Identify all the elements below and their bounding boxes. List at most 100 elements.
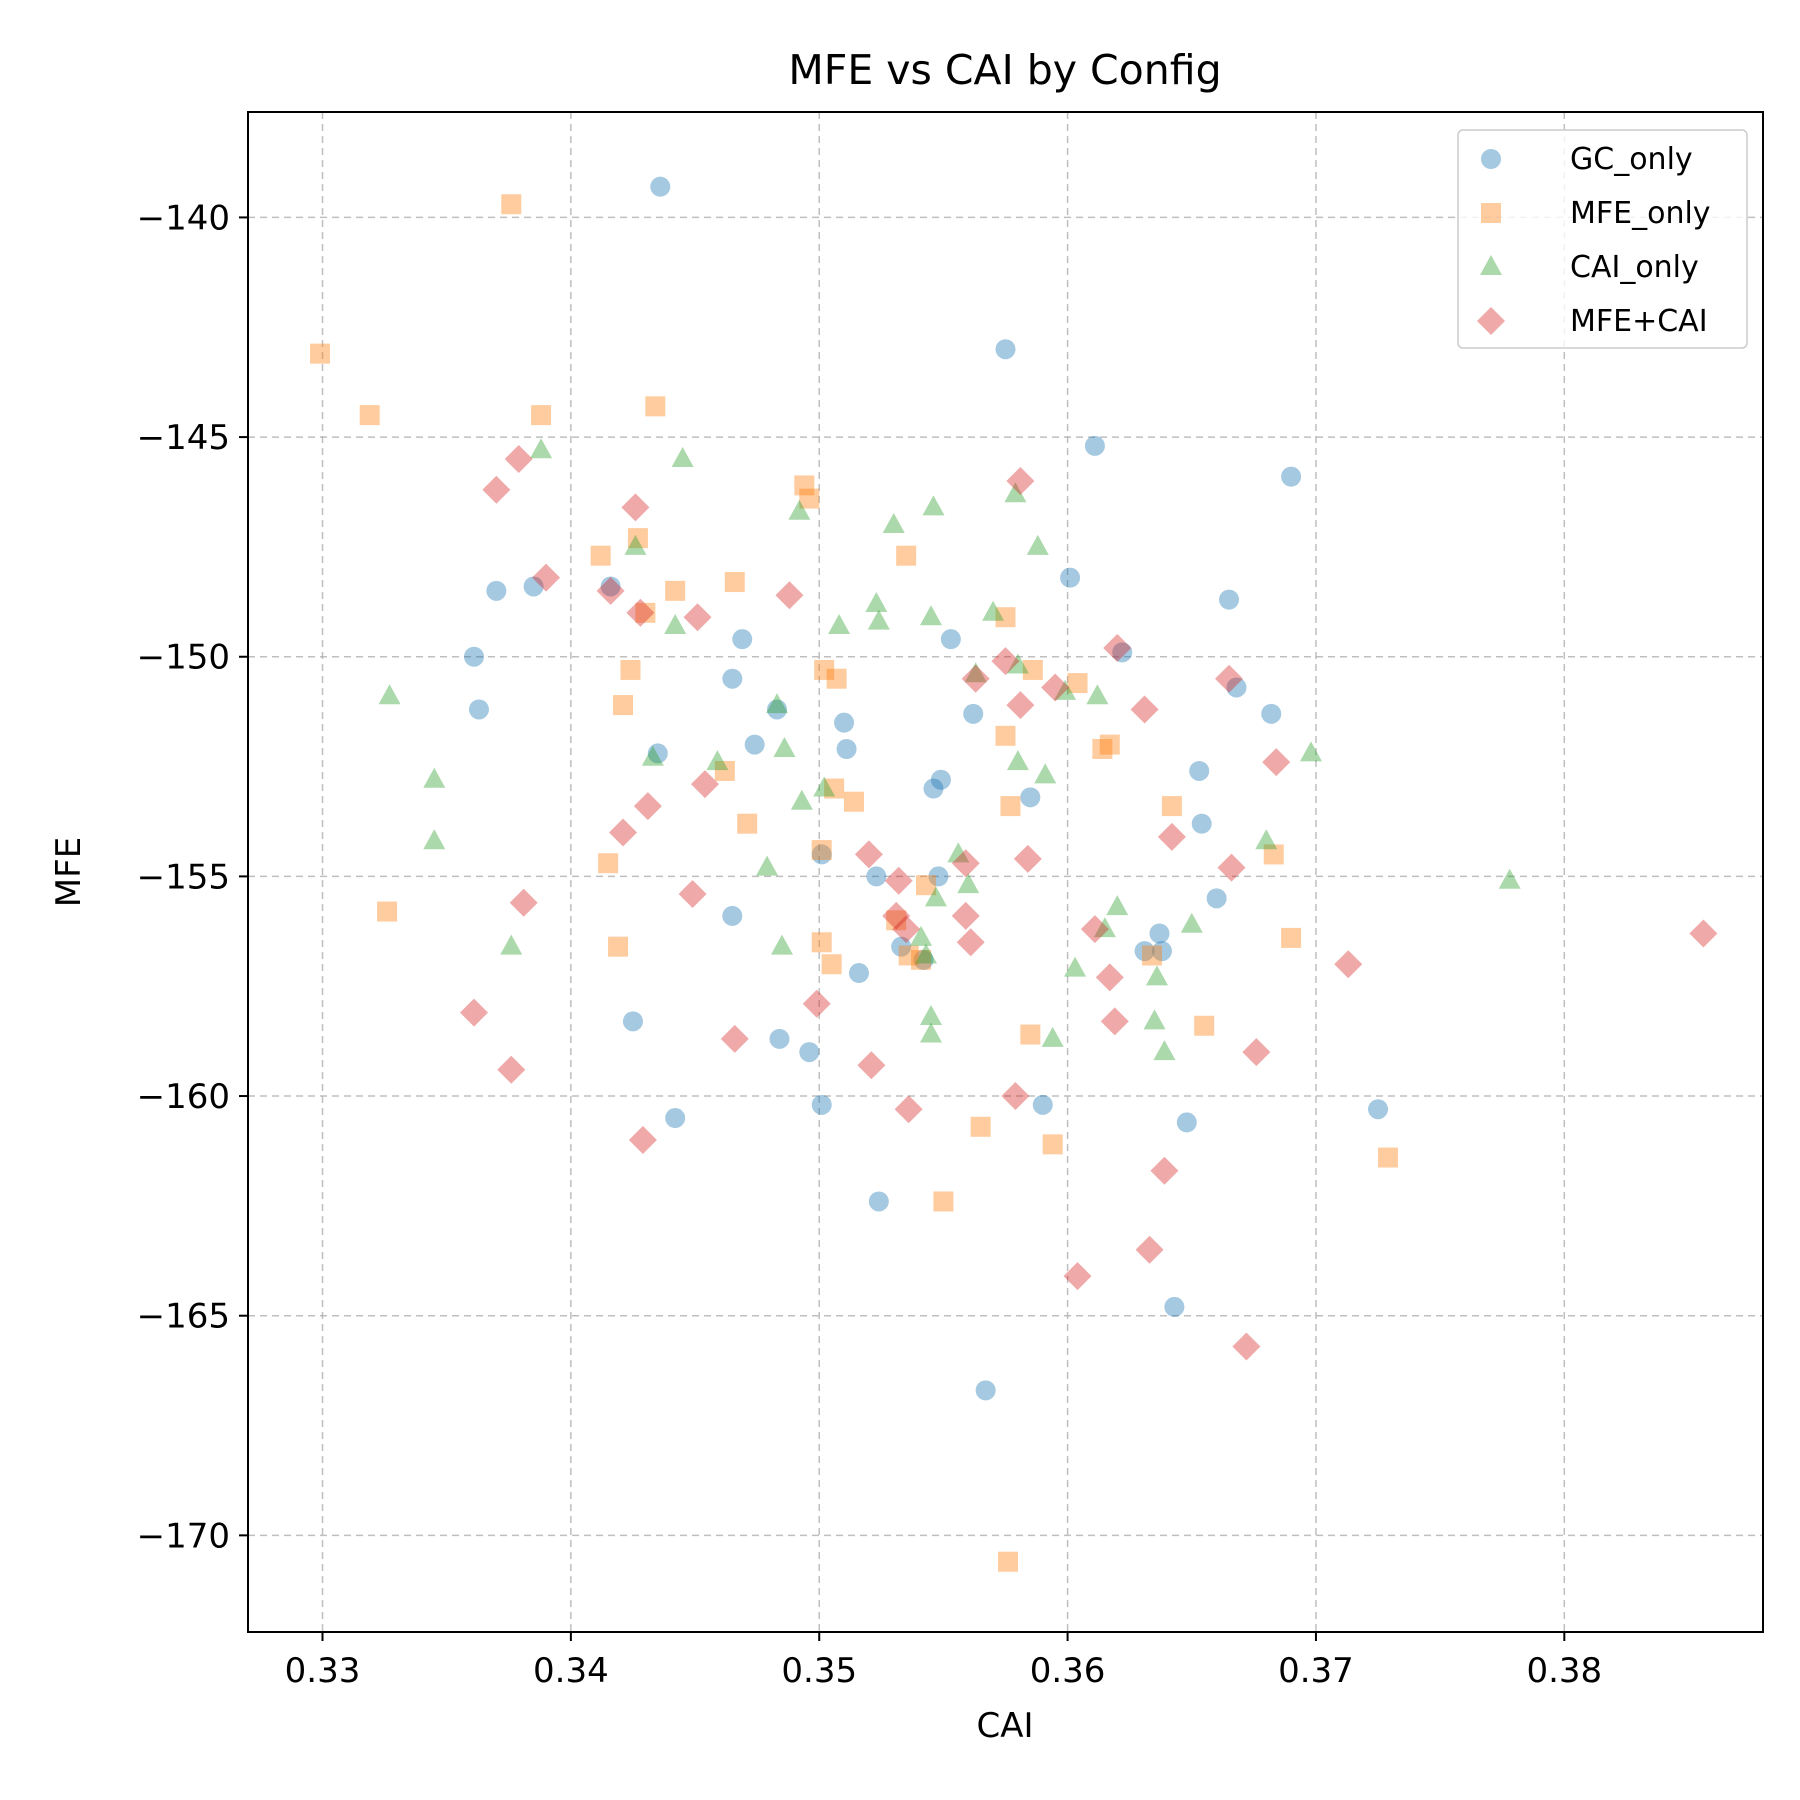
data-point [882, 512, 905, 533]
data-point [1368, 1099, 1389, 1120]
data-point [744, 734, 765, 755]
data-point [500, 934, 523, 955]
data-point [626, 598, 655, 627]
data-point [911, 949, 932, 970]
data-point [633, 792, 662, 821]
data-point [627, 528, 648, 549]
data-point [991, 647, 1020, 676]
data-point [913, 949, 934, 970]
y-tick-label: −150 [137, 638, 230, 678]
data-point [799, 1042, 820, 1063]
data-point [766, 693, 789, 714]
data-point [678, 879, 707, 908]
data-point [1149, 923, 1170, 944]
data-point [1164, 1296, 1185, 1317]
data-point [1215, 664, 1244, 693]
y-axis-label: MFE [49, 837, 89, 907]
data-point [1064, 956, 1087, 977]
series-mfe-only [310, 194, 1398, 1572]
data-point [767, 699, 788, 720]
data-point [720, 1024, 749, 1053]
data-point [919, 1022, 942, 1043]
plot-frame [247, 111, 1764, 1633]
data-point [1095, 963, 1124, 992]
data-point [635, 602, 656, 623]
data-point [892, 915, 921, 944]
data-point [482, 475, 511, 504]
data-point [811, 844, 832, 865]
data-point [310, 343, 331, 364]
data-point [1194, 1015, 1215, 1036]
data-point [1084, 435, 1105, 456]
data-point [683, 603, 712, 632]
data-point [947, 842, 970, 863]
chart-title: MFE vs CAI by Config [788, 46, 1221, 94]
legend-label: CAI_only [1570, 250, 1699, 285]
data-point [997, 1551, 1018, 1572]
data-point [1041, 673, 1070, 702]
data-point [821, 954, 842, 975]
data-point [647, 743, 668, 764]
data-point [1013, 844, 1042, 873]
data-point [1032, 1094, 1053, 1115]
data-point [814, 659, 835, 680]
series-gc-only [464, 176, 1389, 1401]
data-point [811, 1094, 832, 1115]
data-point [802, 989, 831, 1018]
data-point [868, 1191, 889, 1212]
data-point [919, 605, 942, 626]
data-point [884, 866, 913, 895]
data-point [1263, 844, 1284, 865]
data-point [915, 943, 938, 964]
data-point [970, 1116, 991, 1137]
data-point [919, 1004, 942, 1025]
data-point [957, 873, 980, 894]
data-point [1103, 633, 1132, 662]
data-point [1334, 950, 1363, 979]
data-point [928, 866, 949, 887]
data-point [1157, 822, 1186, 851]
data-point [811, 932, 832, 953]
data-point [1281, 927, 1302, 948]
data-point [896, 545, 917, 566]
data-point [922, 495, 945, 516]
x-tick-label: 0.38 [1526, 1651, 1602, 1691]
data-point [828, 613, 851, 634]
data-point [671, 447, 694, 468]
legend-marker [1480, 255, 1502, 275]
data-point [857, 1051, 886, 1080]
data-point [1151, 941, 1172, 962]
x-tick-label: 0.37 [1278, 1651, 1354, 1691]
data-point [811, 840, 832, 861]
data-point [1100, 1007, 1129, 1036]
data-point [930, 769, 951, 790]
data-point [1022, 659, 1043, 680]
data-point [775, 581, 804, 610]
data-point [844, 791, 864, 812]
data-point [509, 888, 538, 917]
data-point [620, 659, 641, 680]
data-point [1000, 796, 1021, 817]
data-point [1106, 895, 1129, 916]
legend: GC_only MFE_only CAI_only MFE+CAI [1457, 129, 1748, 349]
data-point [460, 998, 489, 1027]
data-point [891, 936, 912, 957]
data-point [995, 725, 1016, 746]
data-point [1026, 534, 1049, 555]
data-point [377, 901, 398, 922]
data-point [964, 662, 987, 683]
data-point [1191, 813, 1212, 834]
data-point [898, 945, 919, 966]
data-point [1242, 1038, 1271, 1067]
data-point [866, 866, 887, 887]
legend-label: MFE_only [1570, 196, 1711, 231]
data-point [1006, 750, 1029, 771]
data-point [724, 572, 745, 593]
data-point [1093, 917, 1116, 938]
x-tick-label: 0.35 [781, 1651, 857, 1691]
data-point [1143, 1009, 1166, 1030]
data-point [770, 934, 793, 955]
data-point [1180, 912, 1203, 933]
data-point [722, 905, 743, 926]
data-point [848, 963, 869, 984]
